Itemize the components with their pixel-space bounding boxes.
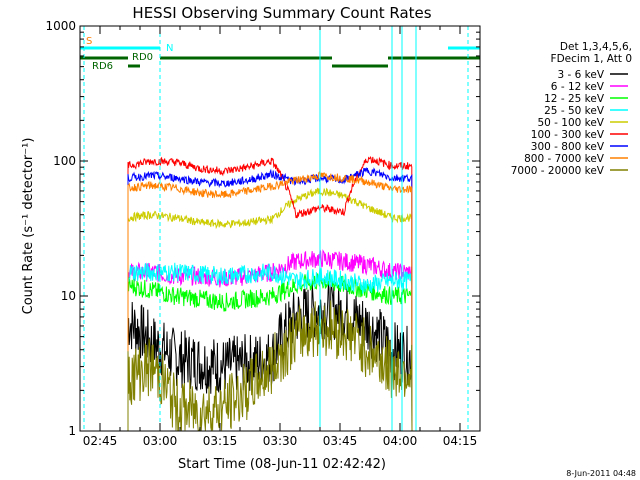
- series-line-0: [127, 281, 413, 432]
- x-tick-label: 02:45: [83, 434, 118, 448]
- legend-label: 100 - 300 keV: [531, 129, 605, 141]
- y-tick-label: 100: [53, 154, 76, 168]
- series-line-5: [127, 155, 413, 432]
- y-axis-label: Count Rate (s⁻¹ detector⁻¹): [21, 138, 36, 315]
- series-line-4: [127, 187, 413, 432]
- footer-date: 8-Jun-2011 04:48: [566, 469, 636, 478]
- legend-header: Det 1,3,4,5,6,: [560, 41, 632, 53]
- x-tick-label: 04:00: [383, 434, 418, 448]
- legend-label: 25 - 50 keV: [544, 105, 605, 117]
- annotation-label: RD0: [132, 52, 153, 63]
- annotation-label: RD6: [92, 61, 113, 72]
- x-tick-label: 03:30: [263, 434, 298, 448]
- x-tick-label: 03:15: [203, 434, 238, 448]
- legend-label: 6 - 12 keV: [551, 81, 605, 93]
- legend-header: FDecim 1, Att 0: [551, 53, 632, 65]
- legend: Det 1,3,4,5,6,FDecim 1, Att 0 3 - 6 keV6 …: [511, 41, 632, 177]
- legend-label: 50 - 100 keV: [537, 117, 604, 129]
- legend-label: 800 - 7000 keV: [524, 153, 605, 165]
- y-tick-label: 10: [61, 289, 76, 303]
- x-tick-label: 03:00: [143, 434, 178, 448]
- x-tick-label: 04:15: [443, 434, 478, 448]
- legend-label: 3 - 6 keV: [557, 69, 604, 81]
- series-line-8: [127, 300, 413, 432]
- x-axis-label: Start Time (08-Jun-11 02:42:42): [178, 457, 386, 472]
- annotation-label: S: [86, 36, 92, 47]
- y-tick-label: 1000: [45, 19, 76, 33]
- series-line-6: [127, 166, 413, 432]
- legend-label: 12 - 25 keV: [544, 93, 605, 105]
- series-line-7: [127, 170, 413, 432]
- plot-area: S N RD0 RD6: [80, 26, 480, 432]
- legend-label: 300 - 800 keV: [531, 141, 605, 153]
- chart-title: HESSI Observing Summary Count Rates: [132, 4, 431, 22]
- y-tick-label: 1: [68, 424, 76, 438]
- x-tick-label: 03:45: [323, 434, 358, 448]
- annotation-label: N: [166, 43, 173, 54]
- series-line-3: [127, 262, 413, 432]
- axes: 1 10 100 1000 02:45 03:00 03:15 03:30 03:45 04:00…: [45, 19, 481, 448]
- legend-label: 7000 - 20000 keV: [511, 165, 605, 177]
